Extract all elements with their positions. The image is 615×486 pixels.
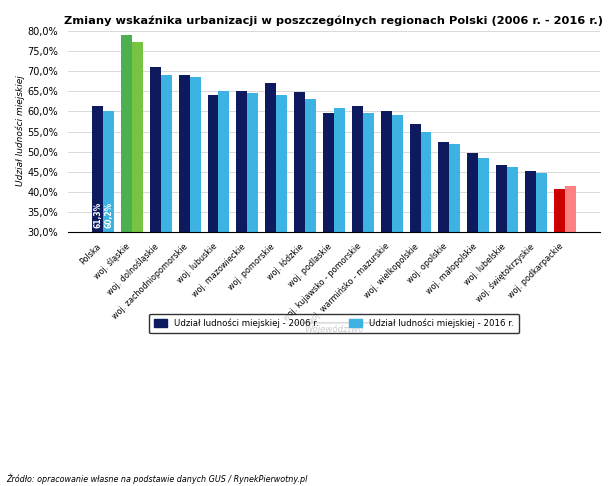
Bar — [507, 167, 518, 232]
Bar — [381, 111, 392, 232]
Bar — [478, 158, 489, 232]
Bar — [207, 95, 218, 232]
Bar — [450, 144, 461, 232]
Bar — [536, 173, 547, 232]
Bar — [265, 83, 276, 232]
Text: 61,3%: 61,3% — [93, 202, 102, 228]
Bar — [323, 113, 334, 232]
Bar — [161, 75, 172, 232]
Bar — [565, 186, 576, 232]
Bar — [438, 141, 450, 232]
Bar — [410, 123, 421, 232]
Bar — [421, 132, 432, 232]
Bar — [236, 91, 247, 232]
Bar — [92, 106, 103, 232]
Bar — [305, 100, 316, 232]
Bar — [247, 93, 258, 232]
Bar — [276, 95, 287, 232]
Bar — [294, 92, 305, 232]
Bar — [121, 35, 132, 232]
Bar — [554, 189, 565, 232]
Bar — [467, 153, 478, 232]
Bar — [525, 171, 536, 232]
Bar — [178, 75, 189, 232]
Text: Źródło: opracowanie własne na podstawie danych GUS / RynekPierwotny.pl: Źródło: opracowanie własne na podstawie … — [6, 473, 308, 484]
Bar — [132, 42, 143, 232]
Bar — [352, 106, 363, 232]
Bar — [334, 108, 345, 232]
Bar — [189, 77, 200, 232]
Y-axis label: Udział ludności miejskiej: Udział ludności miejskiej — [15, 75, 25, 186]
Text: 60,2%: 60,2% — [104, 202, 113, 228]
Bar — [392, 115, 403, 232]
Bar — [496, 165, 507, 232]
Bar — [150, 67, 161, 232]
Bar — [363, 113, 374, 232]
Bar — [103, 111, 114, 232]
Legend: Udział ludności miejskiej - 2006 r., Udział ludności miejskiej - 2016 r.: Udział ludności miejskiej - 2006 r., Udz… — [149, 313, 518, 333]
Title: Zmiany wskaźnika urbanizacji w poszczególnych regionach Polski (2006 r. - 2016 r: Zmiany wskaźnika urbanizacji w poszczegó… — [65, 15, 603, 25]
Bar — [218, 90, 229, 232]
Text: Województwo: Województwo — [304, 325, 363, 334]
